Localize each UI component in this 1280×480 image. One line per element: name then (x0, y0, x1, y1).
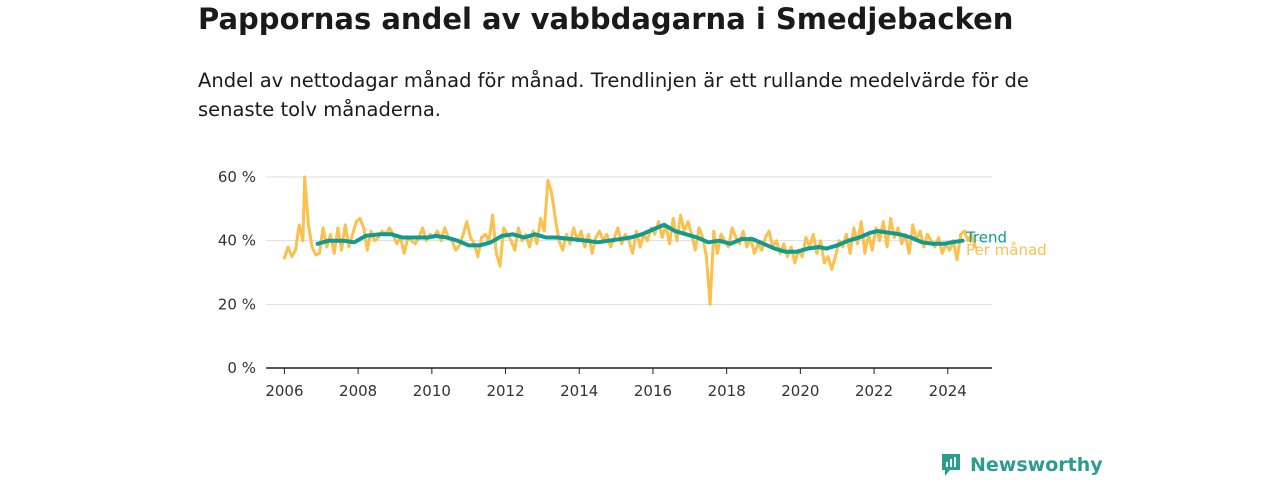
monthly-line (282, 175, 977, 306)
brand-name: Newsworthy (970, 454, 1103, 476)
y-tick-label: 40 % (218, 232, 256, 250)
x-tick-label: 2006 (265, 382, 303, 400)
x-tick-label: 2018 (708, 382, 746, 400)
x-tick-label: 2014 (560, 382, 598, 400)
x-tick-label: 2010 (413, 382, 451, 400)
monthly-series-label: Per månad (966, 241, 1047, 259)
series-lines (282, 175, 977, 306)
newsworthy-icon (942, 454, 960, 476)
newsworthy-logo[interactable]: Newsworthy (940, 450, 1103, 480)
x-tick-label: 2024 (929, 382, 967, 400)
y-tick-label: 0 % (227, 359, 256, 377)
chart-title: Pappornas andel av vabbdagarna i Smedjeb… (198, 2, 1014, 36)
y-tick-label: 60 % (218, 168, 256, 186)
x-tick-label: 2008 (339, 382, 377, 400)
chart-subtitle: Andel av nettodagar månad för månad. Tre… (198, 69, 1029, 121)
y-tick-label: 20 % (218, 295, 256, 313)
x-tick-label: 2012 (486, 382, 524, 400)
x-tick-label: 2020 (781, 382, 819, 400)
axes: 0 % 20 % 40 % 60 % 2006 2008 2010 2012 2014 2016 2… (218, 168, 992, 400)
x-tick-label: 2022 (855, 382, 893, 400)
trend-series-label: Trend (965, 229, 1007, 247)
x-tick-label: 2016 (634, 382, 672, 400)
trend-line (315, 222, 965, 254)
